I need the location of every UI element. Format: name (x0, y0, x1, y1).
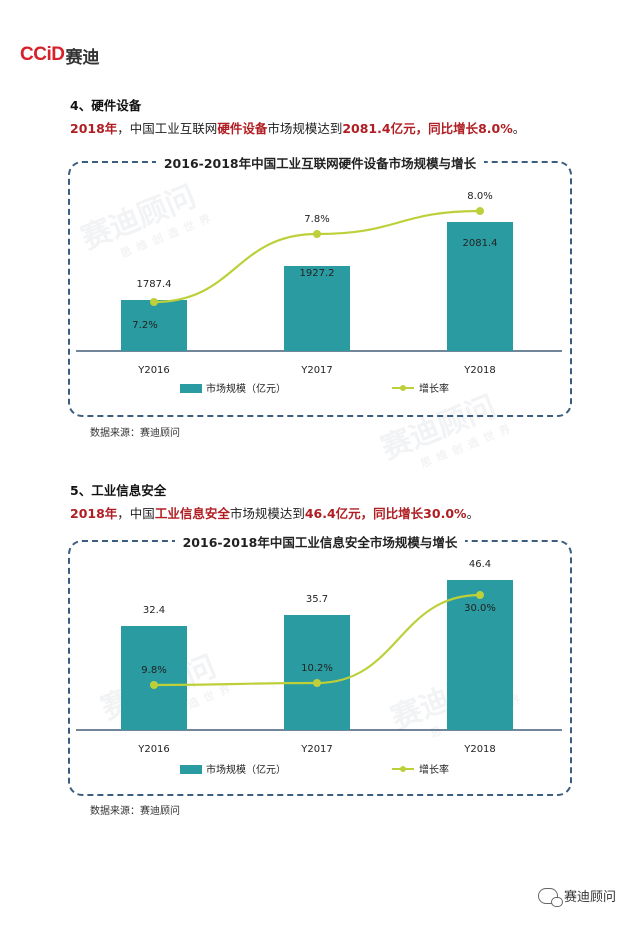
desc-part: ，中国工业互联网 (117, 121, 218, 136)
desc-part: 工业信息安全 (154, 506, 230, 521)
growth-rate-label: 9.8% (141, 665, 166, 676)
category-tick-label: Y2017 (300, 744, 333, 755)
desc-part: 硬件设备 (217, 121, 268, 136)
legend-bar-swatch (180, 765, 202, 774)
section4-desc: 2018年，中国工业互联网硬件设备市场规模达到2081.4亿元，同比增长8.0%… (70, 118, 525, 137)
growth-rate-label: 7.8% (304, 214, 329, 225)
desc-part: 市场规模达到 (229, 506, 305, 521)
chart-title: 2016-2018年中国工业信息安全市场规模与增长 (0, 532, 640, 551)
growth-rate-label: 8.0% (467, 191, 492, 202)
bar-value-label: 46.4 (469, 559, 491, 570)
source-note: 数据来源：赛迪顾问 (90, 806, 180, 817)
growth-rate-label: 10.2% (301, 663, 333, 674)
source-note: 数据来源：赛迪顾问 (90, 428, 180, 439)
category-tick-label: Y2016 (137, 744, 170, 755)
growth-point (313, 230, 321, 238)
category-tick-label: Y2016 (137, 365, 170, 376)
desc-part: 2081.4亿元，同比增长8.0% (342, 121, 513, 136)
growth-line (153, 593, 481, 687)
logo-latin: CCiD (20, 44, 65, 65)
bar (284, 266, 350, 351)
growth-rate-label: 7.2% (132, 320, 157, 331)
chart-hardware: 1787.4 Y2016 1927.2 Y2017 2081.4 Y2018 7.2% 7.8… (76, 191, 562, 395)
bar-value-label: 2081.4 (463, 238, 498, 249)
desc-part: 2018年 (70, 506, 118, 521)
bar-value-label: 1927.2 (300, 268, 335, 279)
category-tick-label: Y2018 (463, 744, 496, 755)
section5-title: 5、工业信息安全 (70, 483, 167, 498)
chart-title: 2016-2018年中国工业互联网硬件设备市场规模与增长 (0, 153, 640, 172)
desc-part: 2018年 (70, 121, 118, 136)
footer-brand: 赛迪顾问 (537, 886, 616, 907)
bar (121, 300, 187, 351)
bar-value-label: 1787.4 (137, 279, 172, 290)
chart-security: 32.4 Y2016 35.7 Y2017 46.4 Y2018 9.8% 10.2% 30.0… (76, 559, 562, 776)
desc-part: ，中国 (117, 506, 155, 521)
logo-cn: 赛迪 (65, 47, 100, 68)
growth-point (476, 207, 484, 215)
legend-bar-label: 市场规模（亿元） (206, 382, 286, 395)
section5-desc: 2018年，中国工业信息安全市场规模达到46.4亿元，同比增长30.0%。 (70, 503, 479, 522)
section4-title: 4、硬件设备 (70, 98, 142, 113)
category-tick-label: Y2017 (300, 365, 333, 376)
chart-title-text: 2016-2018年中国工业信息安全市场规模与增长 (174, 535, 466, 550)
category-tick-label: Y2018 (463, 365, 496, 376)
chart-title-text: 2016-2018年中国工业互联网硬件设备市场规模与增长 (155, 156, 485, 171)
growth-rate-label: 30.0% (464, 603, 496, 614)
ccid-logo: CCiD 赛迪 (20, 44, 100, 68)
growth-point (150, 298, 158, 306)
legend-bar-label: 市场规模（亿元） (206, 763, 286, 776)
bar-value-label: 35.7 (306, 594, 328, 605)
bar (447, 580, 513, 730)
desc-part: 。 (512, 121, 526, 136)
legend-line-marker (400, 385, 406, 391)
desc-part: 46.4亿元，同比增长30.0% (304, 506, 467, 521)
bar (284, 615, 350, 730)
legend-line-label: 增长率 (419, 763, 449, 776)
desc-part: 。 (466, 506, 480, 521)
footer-brand-text: 赛迪顾问 (563, 890, 616, 905)
growth-point (476, 591, 484, 599)
wechat-icon (537, 887, 563, 907)
legend-line-marker (400, 766, 406, 772)
legend-line-label: 增长率 (419, 382, 449, 395)
legend-bar-swatch (180, 384, 202, 393)
desc-part: 市场规模达到 (267, 121, 343, 136)
growth-point (150, 681, 158, 689)
bar (121, 626, 187, 730)
bar (447, 222, 513, 351)
watermark-sub: 思维创造世界 (418, 420, 519, 471)
growth-point (313, 679, 321, 687)
bar-value-label: 32.4 (143, 605, 165, 616)
